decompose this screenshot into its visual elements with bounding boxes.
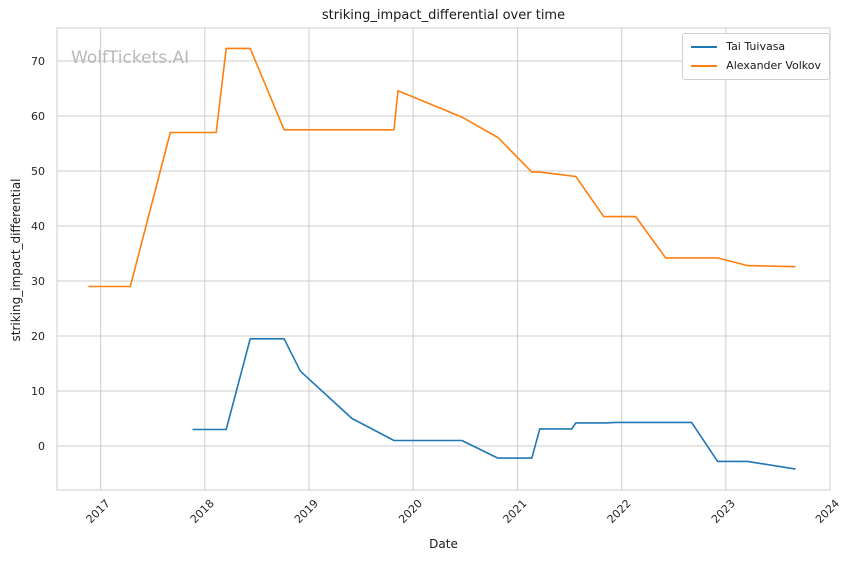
- legend-swatch-alexander-volkov: [691, 64, 718, 67]
- series-line-tai-tuivasa: [192, 337, 796, 470]
- y-tick-label: 20: [31, 330, 45, 343]
- x-tick-label: 2024: [813, 497, 842, 526]
- x-tick-label: 2019: [292, 497, 321, 526]
- y-tick-label: 10: [31, 385, 45, 398]
- legend-swatch-tai-tuivasa: [691, 45, 718, 48]
- y-tick-label: 40: [31, 220, 45, 233]
- plot-frame: [56, 27, 831, 491]
- x-tick-label: 2017: [84, 497, 113, 526]
- y-tick-label: 0: [38, 440, 45, 453]
- series-lines: [88, 47, 796, 470]
- x-tick-labels: 2017 2018 2019 2020 2021 2022 2023 2024: [84, 497, 842, 526]
- y-tick-label: 60: [31, 110, 45, 123]
- y-tick-labels: 0 10 20 30 40 50 60 70: [31, 55, 45, 453]
- legend-item-alexander-volkov: Alexander Volkov: [691, 56, 821, 75]
- x-tick-label: 2023: [709, 497, 738, 526]
- legend-label: Alexander Volkov: [726, 59, 821, 72]
- legend-label: Tai Tuivasa: [726, 40, 786, 53]
- chart-title: striking_impact_differential over time: [321, 8, 566, 23]
- x-tick-label: 2018: [188, 497, 217, 526]
- y-tick-label: 50: [31, 165, 45, 178]
- x-tick-label: 2022: [605, 497, 634, 526]
- legend: Tai Tuivasa Alexander Volkov: [682, 33, 830, 80]
- y-tick-label: 70: [31, 55, 45, 68]
- x-tick-label: 2020: [396, 497, 425, 526]
- watermark: WolfTickets.AI: [71, 48, 190, 68]
- x-tick-label: 2021: [501, 497, 530, 526]
- series-line-alexander-volkov: [88, 47, 796, 288]
- legend-item-tai-tuivasa: Tai Tuivasa: [691, 37, 821, 56]
- y-tick-label: 30: [31, 275, 45, 288]
- y-axis-label: striking_impact_differential: [9, 178, 23, 342]
- grid-lines: [57, 28, 831, 490]
- x-axis-label: Date: [429, 537, 458, 551]
